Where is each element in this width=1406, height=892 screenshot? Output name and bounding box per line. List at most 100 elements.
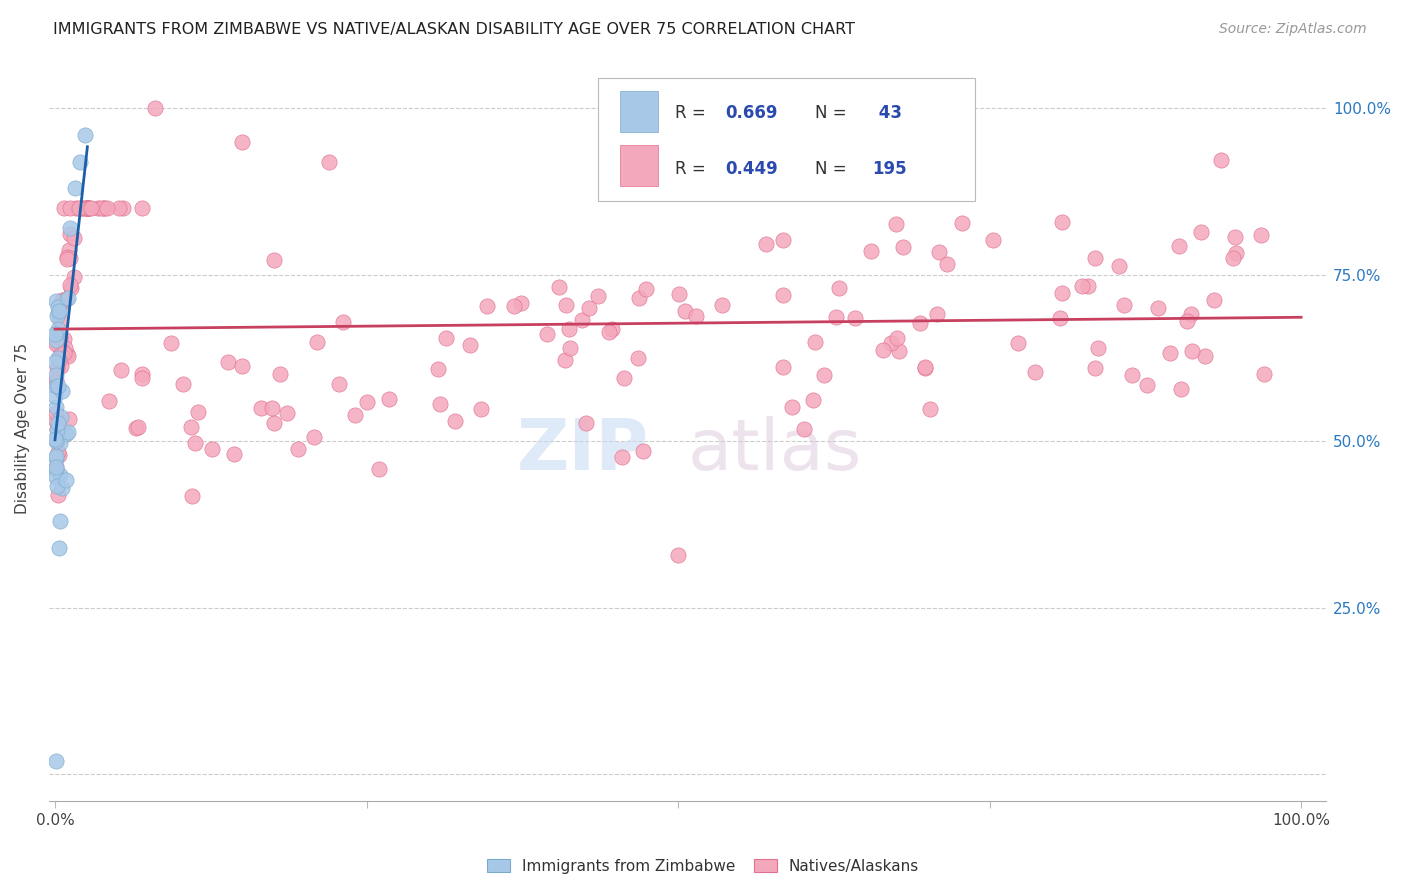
Point xyxy=(1050,215,1073,229)
Text: R =: R = xyxy=(675,160,710,178)
Point xyxy=(1024,365,1046,379)
Point xyxy=(124,420,146,434)
Point xyxy=(307,334,329,349)
Text: 0.669: 0.669 xyxy=(725,103,779,121)
Point xyxy=(45,360,67,375)
Point xyxy=(45,373,67,387)
Point xyxy=(600,322,623,336)
Point xyxy=(443,414,465,428)
Point xyxy=(49,410,72,425)
Point xyxy=(48,306,70,320)
Point xyxy=(51,359,73,374)
Point xyxy=(981,233,1004,247)
Point xyxy=(46,309,69,323)
Point xyxy=(112,202,135,216)
Point xyxy=(160,336,183,351)
Point xyxy=(75,202,97,216)
Point xyxy=(634,282,657,296)
Point xyxy=(1209,153,1232,167)
Point xyxy=(950,216,973,230)
Point xyxy=(914,360,936,375)
Point xyxy=(554,298,576,312)
Point xyxy=(1223,230,1246,244)
Text: ZIP: ZIP xyxy=(517,416,650,485)
Text: 0.449: 0.449 xyxy=(725,160,779,178)
Point xyxy=(56,347,79,361)
Point xyxy=(45,434,67,448)
Point xyxy=(45,449,67,463)
Point xyxy=(77,202,100,216)
Point xyxy=(45,434,67,448)
Text: 195: 195 xyxy=(873,160,907,178)
Point xyxy=(880,336,903,351)
Text: IMMIGRANTS FROM ZIMBABWE VS NATIVE/ALASKAN DISABILITY AGE OVER 75 CORRELATION CH: IMMIGRANTS FROM ZIMBABWE VS NATIVE/ALASK… xyxy=(53,22,855,37)
Point xyxy=(328,377,350,392)
Point xyxy=(44,355,66,369)
Point xyxy=(1191,225,1213,239)
Point xyxy=(58,243,80,257)
Point xyxy=(76,202,98,216)
Point xyxy=(1049,311,1071,326)
Point xyxy=(269,367,291,381)
Point xyxy=(598,325,620,339)
Point xyxy=(427,362,450,376)
Point xyxy=(49,515,72,529)
Point xyxy=(49,330,72,344)
Point xyxy=(1007,336,1029,351)
Point xyxy=(46,423,69,437)
Point xyxy=(90,202,112,216)
Point xyxy=(936,257,959,271)
Point xyxy=(48,448,70,462)
Point xyxy=(48,541,70,555)
Point xyxy=(63,270,86,285)
Point xyxy=(45,326,67,341)
Point xyxy=(1071,279,1094,293)
Point xyxy=(1181,343,1204,358)
Point xyxy=(356,395,378,409)
FancyBboxPatch shape xyxy=(598,78,974,201)
Point xyxy=(891,240,914,254)
Point xyxy=(87,202,110,216)
Point xyxy=(72,202,94,216)
Point xyxy=(48,379,70,393)
Point xyxy=(571,312,593,326)
Point xyxy=(59,221,82,235)
Point xyxy=(44,432,66,446)
Point xyxy=(1253,368,1275,382)
Point xyxy=(131,368,153,382)
Point xyxy=(231,359,253,373)
Point xyxy=(578,301,600,315)
Point xyxy=(222,447,245,461)
Point xyxy=(59,227,82,241)
Point xyxy=(46,300,69,314)
Point xyxy=(46,417,69,431)
Point xyxy=(93,202,115,216)
Point xyxy=(58,202,80,216)
Point xyxy=(45,463,67,477)
Point xyxy=(52,345,75,359)
Point xyxy=(55,252,77,267)
Point xyxy=(1147,301,1170,315)
Point xyxy=(755,237,778,252)
Point xyxy=(318,154,340,169)
Point xyxy=(344,408,367,422)
Point xyxy=(1108,259,1130,273)
Point xyxy=(45,406,67,420)
Point xyxy=(263,416,285,430)
Point xyxy=(45,336,67,351)
Point xyxy=(434,330,457,344)
Point xyxy=(772,233,794,247)
Point xyxy=(180,420,202,434)
Point xyxy=(45,479,67,493)
Point xyxy=(49,313,72,327)
Point xyxy=(59,277,82,292)
Point xyxy=(131,371,153,385)
Point xyxy=(217,354,239,368)
Point xyxy=(56,425,79,440)
Point xyxy=(98,393,121,408)
Point xyxy=(45,400,67,414)
Point xyxy=(586,289,609,303)
Point xyxy=(1159,346,1181,360)
Point xyxy=(69,202,91,216)
Point xyxy=(801,393,824,408)
